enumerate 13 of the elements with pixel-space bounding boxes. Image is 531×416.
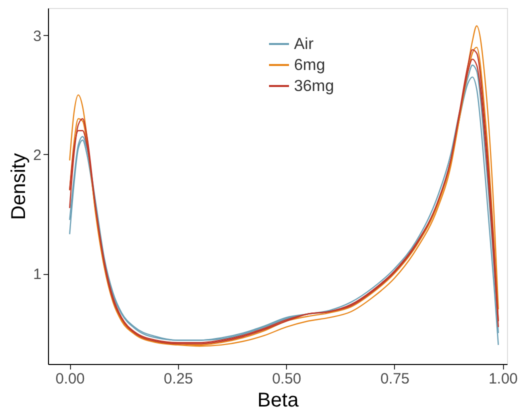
legend-label: 36mg [294,78,334,95]
legend-label: Air [294,36,314,53]
x-tick-label: 0.00 [56,370,85,388]
x-tick-label: 1.00 [488,370,518,388]
x-tick-label: 0.75 [380,370,410,388]
y-tick-label: 3 [33,28,42,45]
y-tick-label: 2 [33,146,42,164]
x-axis-title: Beta [257,390,300,412]
legend-label: 6mg [294,57,326,74]
y-axis-title: Density [8,153,30,220]
x-tick-label: 0.25 [164,370,194,388]
x-tick-label: 0.50 [272,370,302,388]
y-tick-label: 1 [33,266,42,284]
